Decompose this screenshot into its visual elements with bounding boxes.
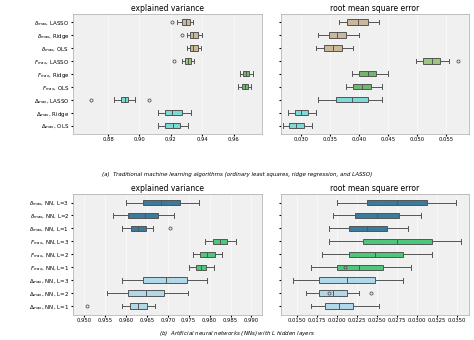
Bar <box>336 97 368 102</box>
Bar <box>367 200 427 205</box>
Bar <box>190 45 198 51</box>
Title: explained variance: explained variance <box>131 184 204 193</box>
Bar <box>164 123 180 128</box>
Bar <box>295 110 308 115</box>
Bar <box>213 239 227 244</box>
Bar <box>319 277 375 283</box>
Bar <box>347 19 368 25</box>
Bar <box>319 290 346 296</box>
Bar <box>355 213 400 218</box>
Bar <box>359 71 376 76</box>
Bar <box>290 123 304 128</box>
Bar <box>337 265 383 270</box>
Bar <box>325 303 353 309</box>
Bar <box>131 226 146 231</box>
Text: (b)  Artificial neural networks (NNs) with $L$ hidden layers: (b) Artificial neural networks (NNs) wit… <box>159 329 315 338</box>
Bar <box>128 290 164 296</box>
Bar <box>349 226 387 231</box>
Bar <box>185 58 191 64</box>
Bar <box>190 32 198 38</box>
Text: (a)  Traditional machine learning algorithms (ordinary least squares, ridge regr: (a) Traditional machine learning algorit… <box>102 172 372 177</box>
Bar <box>201 252 215 257</box>
Bar <box>143 277 187 283</box>
Bar <box>130 303 147 309</box>
Bar <box>196 265 206 270</box>
Bar <box>128 213 158 218</box>
Bar <box>120 97 128 102</box>
Title: root mean square error: root mean square error <box>330 184 419 193</box>
Bar <box>363 239 431 244</box>
Bar <box>423 58 440 64</box>
Bar <box>242 84 248 89</box>
Bar <box>329 32 346 38</box>
Bar <box>353 84 371 89</box>
Bar <box>143 200 180 205</box>
Bar <box>324 45 342 51</box>
Bar <box>243 71 249 76</box>
Bar <box>182 19 190 25</box>
Bar <box>164 110 182 115</box>
Bar <box>349 252 403 257</box>
Title: explained variance: explained variance <box>131 4 204 13</box>
Title: root mean square error: root mean square error <box>330 4 419 13</box>
